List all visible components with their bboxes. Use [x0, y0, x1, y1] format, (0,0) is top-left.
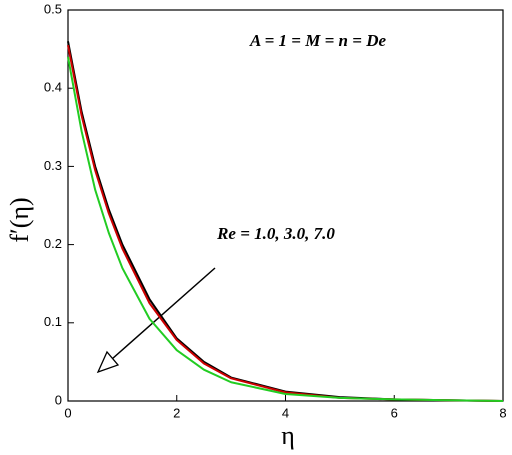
x-tick-label: 4 [282, 405, 289, 420]
y-axis-label: f′(η) [5, 197, 34, 242]
plot-frame [67, 9, 504, 402]
x-tick-label: 0 [64, 405, 71, 420]
x-tick-label: 8 [499, 405, 506, 420]
y-tick-label: 0.2 [44, 236, 62, 251]
x-tick-label: 2 [173, 405, 180, 420]
data-line [67, 41, 504, 402]
y-tick-label: 0 [55, 392, 62, 407]
y-tick-label: 0.5 [44, 1, 62, 16]
y-tick-label: 0.3 [44, 158, 62, 173]
annotation: Re = 1.0, 3.0, 7.0 [216, 224, 335, 243]
y-tick-label: 0.4 [44, 80, 62, 95]
arrow [96, 267, 216, 374]
y-tick-label: 0.1 [44, 314, 62, 329]
x-axis-label: η [281, 421, 295, 450]
data-line [67, 56, 504, 402]
x-tick-label: 6 [391, 405, 398, 420]
annotation: A = 1 = M = n = De [249, 31, 386, 50]
